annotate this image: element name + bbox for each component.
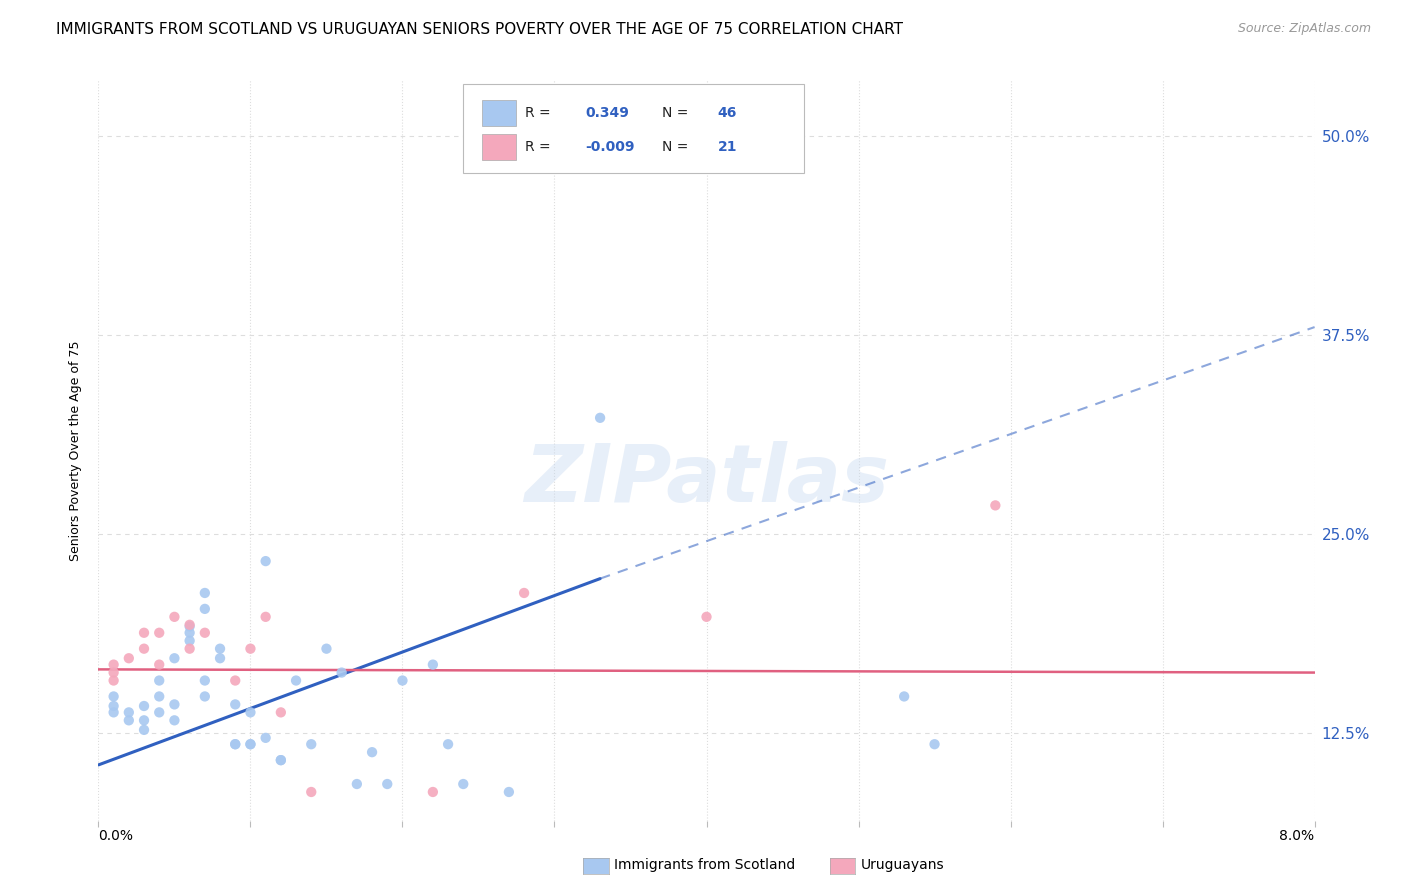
Point [148, 690, 170, 704]
Point [270, 706, 292, 720]
Point [285, 673, 308, 688]
Point [194, 586, 217, 600]
Point [132, 625, 155, 640]
Text: N =: N = [661, 140, 692, 154]
Text: N =: N = [661, 106, 692, 120]
Point [254, 610, 277, 624]
Point [179, 633, 201, 648]
Point [209, 641, 232, 656]
Point [179, 641, 201, 656]
Point [163, 651, 186, 665]
Text: 21: 21 [717, 140, 737, 154]
Point [239, 706, 262, 720]
Point [209, 651, 232, 665]
Point [132, 641, 155, 656]
Point [148, 706, 170, 720]
Point [103, 665, 125, 680]
Point [132, 723, 155, 737]
Point [103, 698, 125, 713]
Point [299, 737, 322, 751]
Point [132, 698, 155, 713]
Text: R =: R = [526, 140, 555, 154]
Point [118, 706, 141, 720]
Point [103, 657, 125, 672]
Text: Immigrants from Scotland: Immigrants from Scotland [614, 858, 796, 872]
Point [224, 737, 246, 751]
Text: Source: ZipAtlas.com: Source: ZipAtlas.com [1237, 22, 1371, 36]
Text: Uruguayans: Uruguayans [860, 858, 943, 872]
Point [391, 673, 413, 688]
Point [361, 745, 384, 759]
Point [194, 602, 217, 616]
Text: -0.009: -0.009 [585, 140, 634, 154]
Text: IMMIGRANTS FROM SCOTLAND VS URUGUAYAN SENIORS POVERTY OVER THE AGE OF 75 CORRELA: IMMIGRANTS FROM SCOTLAND VS URUGUAYAN SE… [56, 22, 903, 37]
Point [299, 785, 322, 799]
Point [270, 753, 292, 767]
Point [346, 777, 368, 791]
Point [163, 714, 186, 728]
Point [224, 698, 246, 712]
Point [924, 737, 946, 751]
Point [984, 499, 1007, 513]
Point [103, 706, 125, 720]
Point [103, 673, 125, 688]
Point [148, 657, 170, 672]
Point [330, 665, 353, 680]
Point [422, 657, 444, 672]
Point [163, 698, 186, 712]
Point [194, 673, 217, 688]
Point [118, 714, 141, 728]
Point [239, 641, 262, 656]
Point [132, 714, 155, 728]
Point [163, 610, 186, 624]
Point [179, 619, 201, 633]
Point [696, 610, 718, 624]
Text: R =: R = [526, 106, 555, 120]
Point [254, 731, 277, 745]
Point [224, 673, 246, 688]
Y-axis label: Seniors Poverty Over the Age of 75: Seniors Poverty Over the Age of 75 [69, 340, 83, 561]
Point [893, 690, 915, 704]
Bar [481, 100, 516, 126]
Point [179, 625, 201, 640]
Point [453, 777, 475, 791]
Point [315, 641, 337, 656]
Point [239, 737, 262, 751]
Text: 0.0%: 0.0% [98, 829, 134, 843]
Text: 46: 46 [717, 106, 737, 120]
Text: 0.349: 0.349 [585, 106, 628, 120]
Point [239, 737, 262, 751]
Point [103, 690, 125, 704]
Point [589, 410, 612, 425]
Point [194, 625, 217, 640]
Point [254, 554, 277, 568]
Point [498, 785, 520, 799]
Text: 8.0%: 8.0% [1279, 829, 1315, 843]
Point [437, 737, 460, 751]
Point [513, 586, 536, 600]
Bar [481, 134, 516, 161]
Point [422, 785, 444, 799]
Point [375, 777, 398, 791]
Point [118, 651, 141, 665]
Point [148, 673, 170, 688]
Point [270, 753, 292, 767]
Point [194, 690, 217, 704]
Text: ZIPatlas: ZIPatlas [524, 441, 889, 519]
FancyBboxPatch shape [464, 84, 804, 173]
Point [148, 625, 170, 640]
Point [179, 617, 201, 632]
Point [224, 737, 246, 751]
